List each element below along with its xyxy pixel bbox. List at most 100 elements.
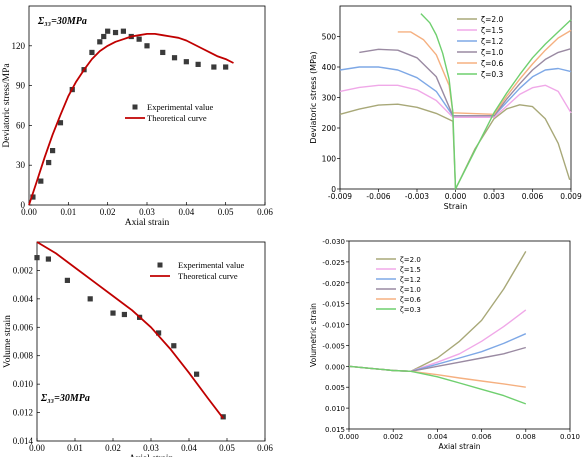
data-point bbox=[64, 277, 70, 283]
chart-panel-top-left: 0.00 0.01 0.02 0.03 0.04 0.05 0.06 0 30 60 90 120 Ax… bbox=[2, 5, 273, 228]
x-tick-label: 0.00 bbox=[21, 207, 37, 217]
data-point bbox=[160, 49, 166, 56]
y-tick-label: 0 bbox=[21, 200, 26, 210]
y-tick-label: 0.004 bbox=[13, 294, 34, 304]
chart-panel-top-right: -0.009 -0.006 -0.003 0.000 0.003 0.006 0.009 0 1… bbox=[309, 5, 582, 211]
series-line bbox=[359, 48, 572, 117]
y-tick-label: 0.005 bbox=[325, 384, 345, 392]
x-tick-label: 0.01 bbox=[67, 443, 83, 453]
data-point bbox=[101, 33, 107, 40]
legend-label: ζ=1.2 bbox=[400, 276, 421, 284]
y-tick-label: 60 bbox=[16, 120, 26, 130]
data-point bbox=[110, 310, 116, 316]
series-line bbox=[420, 13, 572, 190]
y-tick-label: 0.014 bbox=[13, 436, 34, 446]
series-line bbox=[348, 251, 527, 372]
data-point bbox=[156, 330, 162, 336]
legend-label: ζ=0.3 bbox=[400, 306, 421, 314]
y-tick-label: 0.010 bbox=[325, 405, 345, 413]
stress-annotation: Σ₃₃=30MPa bbox=[40, 393, 90, 404]
y-tick-label: 0.008 bbox=[13, 351, 34, 361]
y-axis-label: Deviatoric stress/MPa bbox=[2, 63, 12, 148]
x-tick-label: 0.05 bbox=[218, 207, 234, 217]
x-axis-label: Strain bbox=[444, 202, 468, 211]
data-point bbox=[171, 55, 178, 61]
x-tick-label: -0.003 bbox=[405, 192, 429, 201]
x-tick-label: 0.06 bbox=[257, 207, 273, 217]
y-tick-label: 200 bbox=[322, 124, 337, 133]
series-line bbox=[348, 309, 527, 372]
data-point bbox=[120, 28, 126, 34]
data-point bbox=[45, 256, 51, 262]
data-point bbox=[171, 343, 177, 349]
y-tick-label: 0.010 bbox=[13, 379, 34, 389]
series-line bbox=[28, 33, 234, 206]
data-point bbox=[211, 64, 217, 70]
series-line bbox=[348, 346, 526, 372]
data-point bbox=[105, 28, 111, 34]
legend-label: ζ=1.5 bbox=[481, 26, 504, 35]
data-point bbox=[144, 43, 150, 49]
y-tick-label: 0.015 bbox=[325, 426, 345, 434]
x-tick-label: 0.03 bbox=[143, 443, 159, 453]
data-point bbox=[194, 371, 200, 377]
x-tick-label: 0.003 bbox=[483, 192, 505, 201]
legend-label: ζ=0.6 bbox=[481, 59, 504, 68]
series-line bbox=[339, 66, 572, 117]
x-tick-label: 0.002 bbox=[383, 433, 403, 441]
x-tick-label: 0.04 bbox=[178, 207, 194, 217]
y-tick-label: 0.012 bbox=[13, 408, 33, 418]
x-tick-label: -0.009 bbox=[328, 192, 352, 201]
legend-label: Experimental value bbox=[147, 102, 214, 112]
data-point bbox=[112, 29, 119, 36]
data-point bbox=[38, 178, 44, 184]
legend-label: ζ=2.0 bbox=[400, 256, 421, 264]
y-tick-label: 300 bbox=[322, 94, 337, 103]
y-tick-label: -0.005 bbox=[322, 342, 345, 350]
y-tick-label: 90 bbox=[16, 81, 26, 91]
x-tick-label: 0.008 bbox=[516, 433, 536, 441]
x-axis-label: Axial strain bbox=[129, 454, 174, 457]
legend-label: Experimental value bbox=[178, 260, 245, 270]
legend-label: ζ=1.5 bbox=[400, 266, 421, 274]
legend-label: ζ=0.3 bbox=[481, 70, 504, 79]
x-tick-label: 0.004 bbox=[427, 433, 448, 441]
y-tick-label: -0.015 bbox=[322, 301, 345, 309]
y-axis-label: Deviatoric stress (MPa) bbox=[309, 51, 318, 143]
legend-label: Theoretical curve bbox=[178, 271, 238, 281]
data-point bbox=[34, 255, 40, 261]
x-tick-label: -0.006 bbox=[366, 192, 390, 201]
x-tick-label: 0.06 bbox=[257, 443, 273, 453]
y-tick-label: 0.002 bbox=[13, 265, 33, 275]
data-point bbox=[46, 159, 52, 166]
data-point bbox=[121, 311, 127, 318]
y-axis-label: Volume strain bbox=[3, 315, 13, 368]
y-tick-label: -0.025 bbox=[322, 259, 345, 267]
y-tick-label: -0.030 bbox=[322, 238, 345, 246]
data-point bbox=[57, 120, 64, 126]
y-axis-label: Volumetric strain bbox=[309, 303, 318, 367]
x-axis-label: Axial strain bbox=[438, 442, 480, 451]
data-point bbox=[97, 39, 103, 45]
data-point bbox=[223, 64, 229, 70]
y-tick-label: -0.010 bbox=[322, 322, 345, 330]
data-point bbox=[195, 61, 201, 67]
x-tick-label: 0.000 bbox=[445, 192, 467, 201]
legend-marker bbox=[157, 262, 163, 268]
legend-label: Theoretical curve bbox=[147, 113, 207, 123]
data-point bbox=[30, 194, 36, 200]
stress-annotation: Σ₃₃=30MPa bbox=[37, 16, 87, 27]
legend-label: ζ=1.2 bbox=[481, 37, 504, 46]
data-point bbox=[183, 59, 189, 65]
data-point bbox=[89, 49, 95, 56]
x-tick-label: 0.006 bbox=[522, 192, 544, 201]
x-tick-label: 0.01 bbox=[60, 207, 76, 217]
plot-frame bbox=[339, 5, 572, 190]
y-tick-label: -0.020 bbox=[322, 280, 345, 288]
x-tick-label: 0.00 bbox=[29, 443, 45, 453]
legend-marker bbox=[132, 104, 138, 110]
data-point bbox=[136, 36, 142, 42]
x-tick-label: 0.000 bbox=[339, 433, 359, 441]
x-tick-label: 0.04 bbox=[181, 443, 197, 453]
